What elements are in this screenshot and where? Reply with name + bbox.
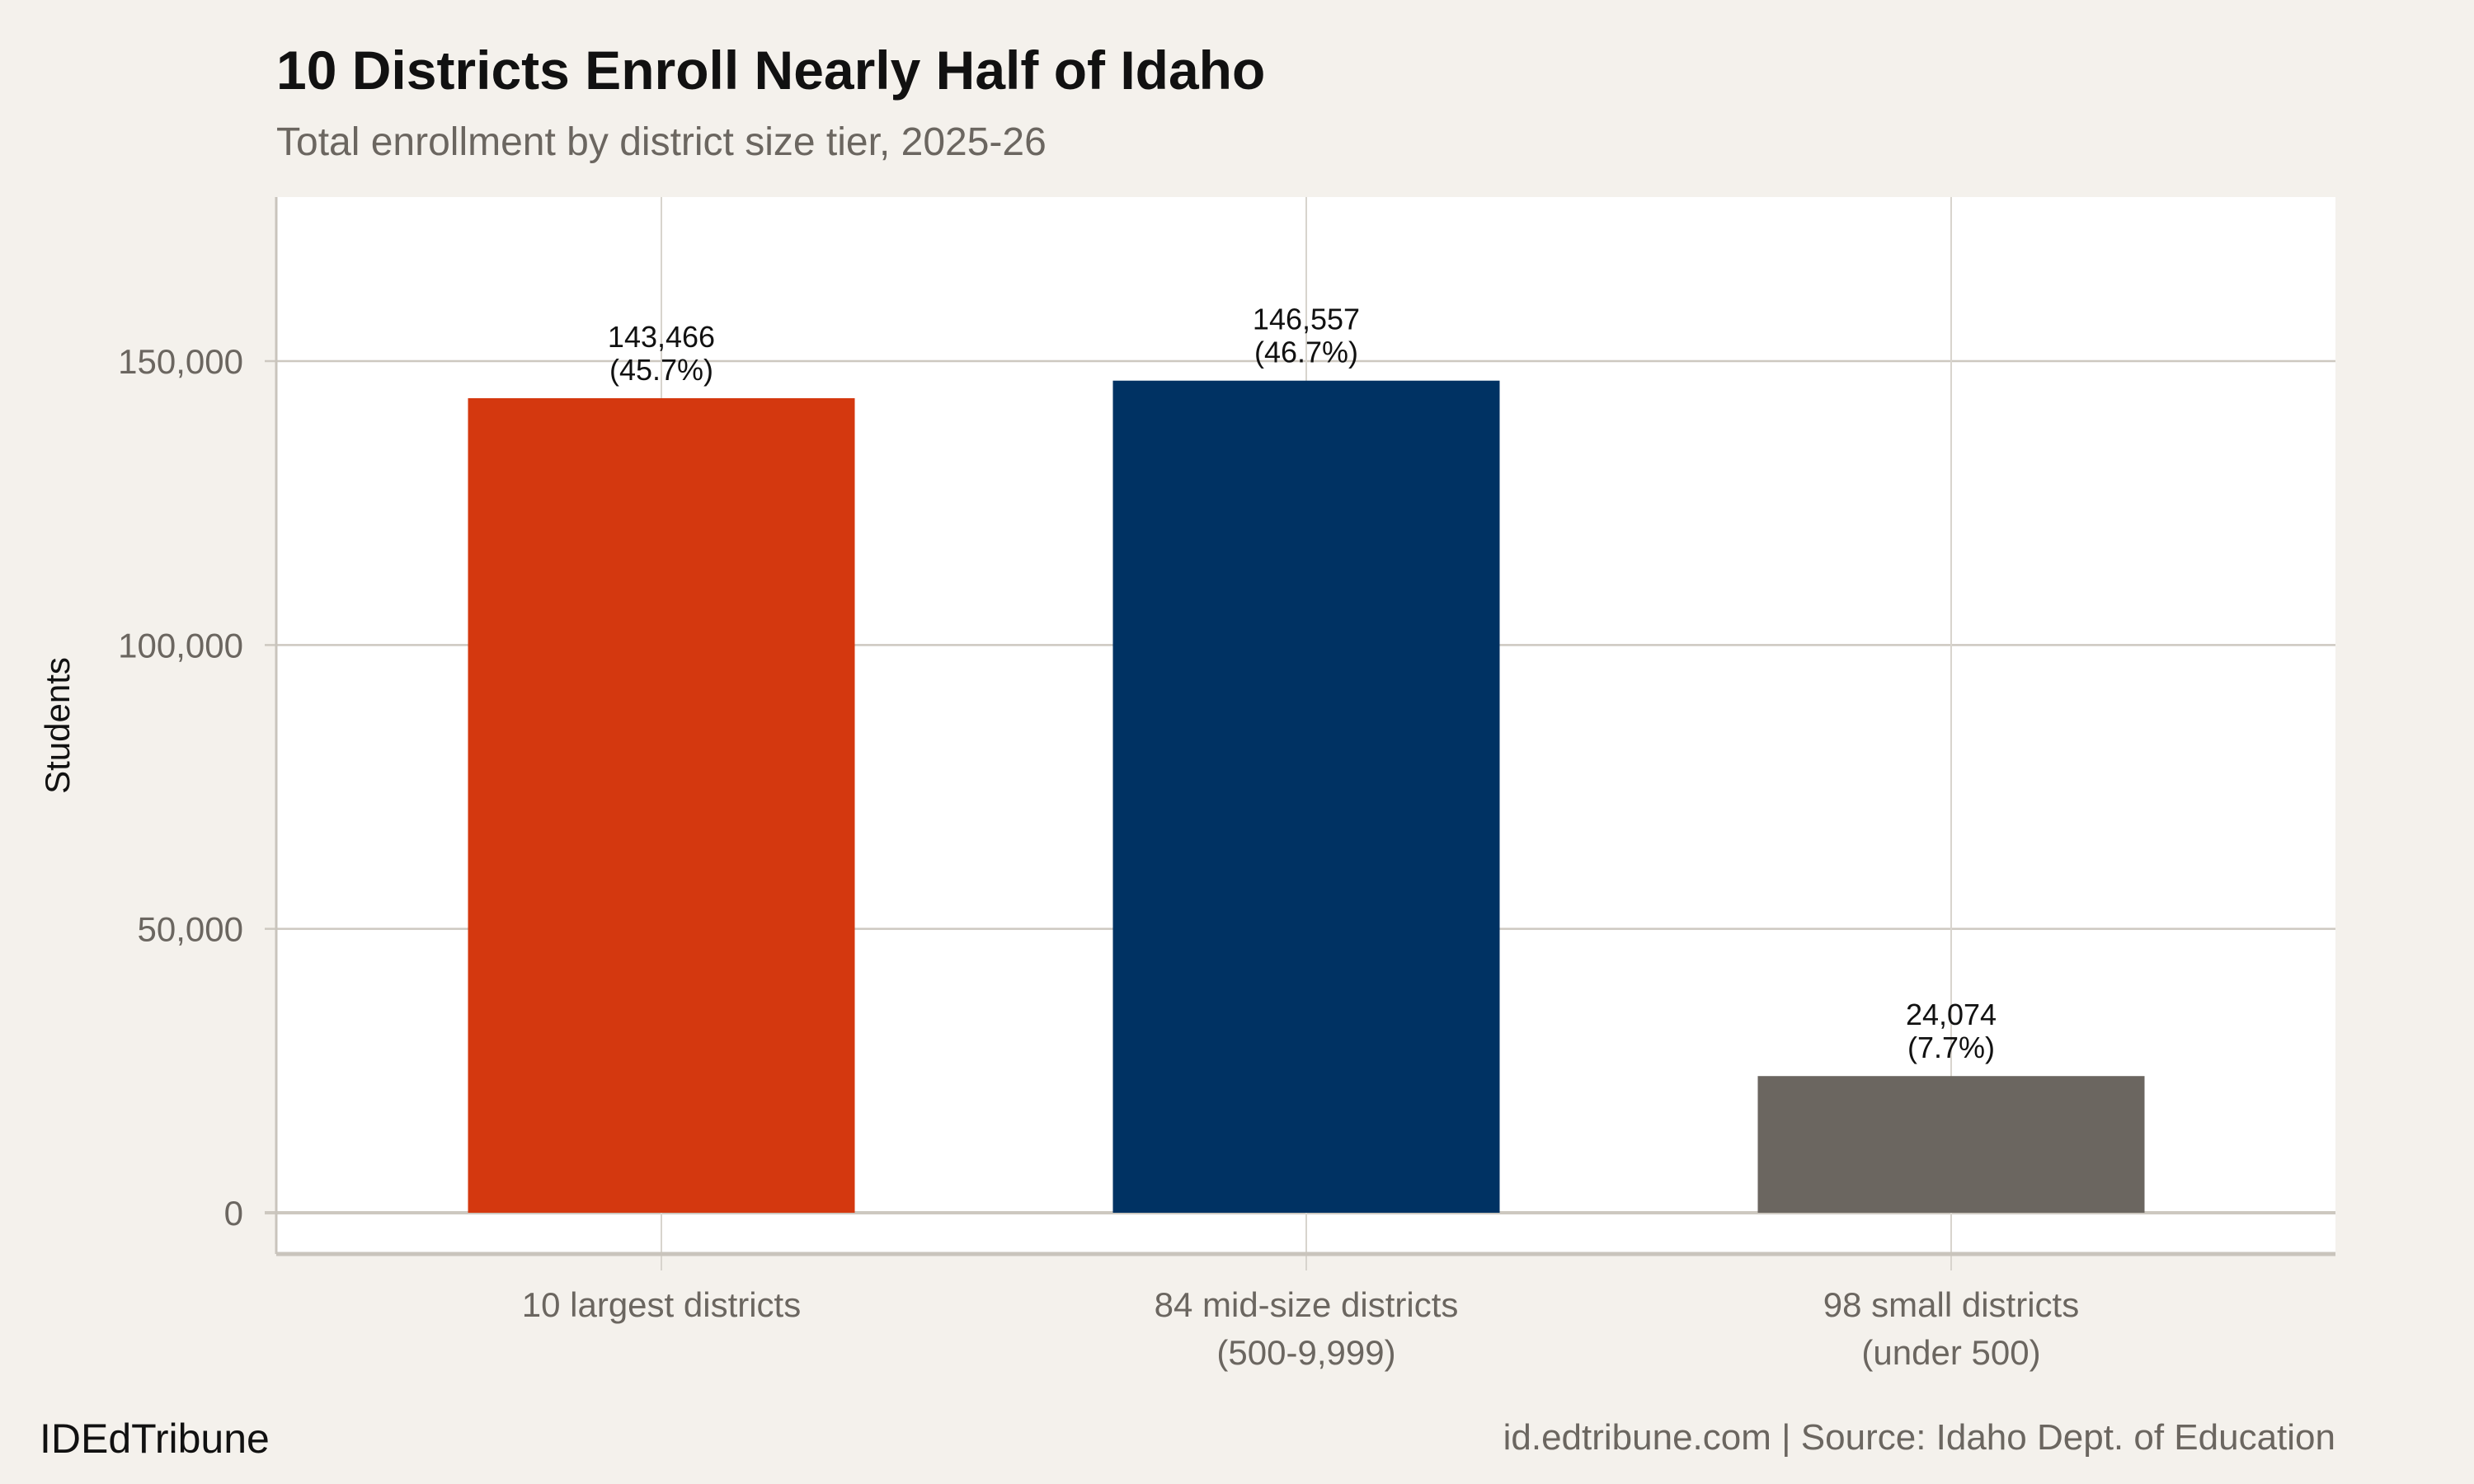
bar (1757, 1076, 2145, 1213)
y-tick-label: 100,000 (118, 626, 243, 665)
chart-subtitle: Total enrollment by district size tier, … (276, 120, 1047, 164)
data-label: (45.7%) (609, 353, 713, 387)
bars (468, 380, 2145, 1214)
data-label: (46.7%) (1254, 336, 1358, 369)
data-label: (7.7%) (1907, 1031, 1995, 1064)
data-label: 146,557 (1253, 303, 1360, 336)
x-tick-label: (under 500) (1861, 1333, 2040, 1372)
brand-label: IDEdTribune (40, 1416, 270, 1462)
source-label: id.edtribune.com | Source: Idaho Dept. o… (1503, 1417, 2335, 1458)
x-tick-label: (500-9,999) (1216, 1333, 1395, 1372)
x-tick-label: 10 largest districts (522, 1285, 801, 1324)
y-tick-label: 50,000 (138, 910, 243, 949)
y-tick-label: 0 (224, 1194, 243, 1233)
x-tick-label: 98 small districts (1823, 1285, 2079, 1324)
x-tick-label: 84 mid-size districts (1155, 1285, 1459, 1324)
axes: 0 50,000 100,000 150,000 10 largest district… (118, 197, 2335, 1372)
data-label: 24,074 (1906, 998, 1997, 1031)
bar (468, 397, 855, 1214)
y-tick-label: 150,000 (118, 342, 243, 381)
data-label: 143,466 (608, 320, 715, 354)
bar (1112, 380, 1500, 1213)
data-labels: 143,466(45.7%) 146,557(46.7%) 24,074(7.7%) (608, 303, 1997, 1064)
chart-title: 10 Districts Enroll Nearly Half of Idaho (276, 40, 1265, 101)
y-axis-label: Students (38, 657, 77, 794)
